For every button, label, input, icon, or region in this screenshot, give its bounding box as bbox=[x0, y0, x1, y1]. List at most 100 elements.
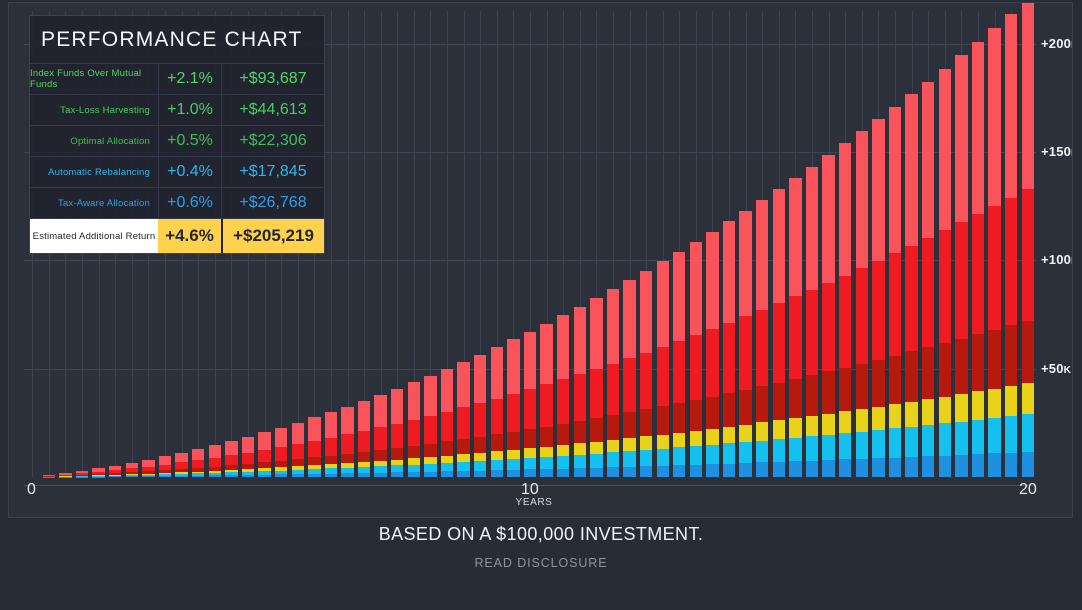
bar bbox=[573, 306, 586, 477]
bar-segment bbox=[789, 418, 802, 438]
horizontal-gridline bbox=[24, 44, 1036, 45]
bar-segment bbox=[424, 375, 437, 416]
bar-segment bbox=[42, 475, 56, 476]
bar-segment bbox=[507, 339, 520, 394]
x-axis-tick-20: 20 bbox=[1019, 481, 1037, 498]
bar-segment bbox=[722, 322, 736, 394]
vertical-gridline bbox=[613, 11, 614, 477]
bar-segment bbox=[142, 474, 155, 477]
bar-segment bbox=[756, 386, 769, 423]
bar-segment bbox=[341, 406, 354, 435]
bar-segment bbox=[225, 472, 238, 476]
bar-segment bbox=[192, 449, 205, 461]
bar-segment bbox=[556, 455, 570, 469]
bar-segment bbox=[921, 425, 935, 457]
bar bbox=[274, 427, 288, 477]
bar-segment bbox=[324, 412, 338, 438]
bar-segment bbox=[971, 391, 985, 420]
bar bbox=[192, 449, 205, 477]
y-axis-tick: +150K bbox=[1041, 143, 1072, 159]
bar-segment bbox=[556, 423, 570, 446]
bar-segment bbox=[424, 463, 437, 472]
bar-segment bbox=[324, 468, 338, 474]
bar-segment bbox=[208, 470, 221, 473]
bar-segment bbox=[689, 464, 703, 477]
bar bbox=[789, 178, 802, 477]
row-amount: +$17,845 bbox=[221, 157, 324, 187]
bar-segment bbox=[308, 441, 321, 458]
bar-segment bbox=[938, 423, 951, 456]
bar-segment bbox=[573, 306, 586, 375]
bar-segment bbox=[955, 454, 968, 477]
bar-segment bbox=[258, 450, 271, 463]
vertical-gridline bbox=[414, 11, 415, 477]
bar bbox=[225, 441, 238, 477]
bar-segment bbox=[971, 419, 985, 455]
bar-segment bbox=[457, 407, 470, 440]
bar bbox=[888, 106, 902, 477]
bar-segment bbox=[407, 382, 421, 420]
row-percent: +0.5% bbox=[158, 126, 221, 156]
bar-segment bbox=[291, 469, 304, 475]
bar-segment bbox=[1004, 385, 1018, 417]
bar-segment bbox=[109, 473, 122, 475]
bar-segment bbox=[274, 470, 288, 475]
bar-segment bbox=[556, 315, 570, 380]
bar-segment bbox=[175, 469, 188, 473]
bar-segment bbox=[606, 289, 620, 364]
table-row-total: Estimated Additional Return +4.6% +$205,… bbox=[30, 218, 324, 253]
bar bbox=[1004, 14, 1018, 477]
bar-segment bbox=[955, 222, 968, 339]
bar-segment bbox=[656, 346, 669, 407]
bar-segment bbox=[938, 68, 951, 231]
bar-segment bbox=[772, 303, 786, 383]
bar-segment bbox=[938, 396, 951, 424]
bar-segment bbox=[274, 460, 288, 468]
bar-segment bbox=[1021, 189, 1034, 321]
bar-segment bbox=[756, 200, 769, 310]
bar-segment bbox=[921, 456, 935, 477]
bar-segment bbox=[490, 470, 503, 477]
plot-area bbox=[24, 3, 1036, 486]
bar-segment bbox=[440, 455, 454, 463]
bar-segment bbox=[474, 470, 487, 477]
bar-segment bbox=[192, 460, 205, 468]
bar bbox=[656, 261, 669, 477]
footer: BASED ON A $100,000 INVESTMENT. READ DIS… bbox=[0, 524, 1082, 570]
bar-segment bbox=[225, 465, 238, 470]
bar-segment bbox=[109, 476, 122, 477]
bar-segment bbox=[391, 447, 404, 460]
bar-segment bbox=[905, 401, 918, 427]
bar-segment bbox=[523, 331, 537, 390]
bar-segment bbox=[274, 467, 288, 471]
bar bbox=[523, 331, 537, 477]
bar-segment bbox=[92, 475, 105, 476]
bar bbox=[507, 339, 520, 477]
bar-segment bbox=[822, 155, 835, 283]
bar-segment bbox=[739, 389, 752, 425]
bar-segment bbox=[722, 221, 736, 323]
bar-segment bbox=[855, 131, 868, 269]
bar-segment bbox=[1004, 452, 1018, 477]
bar-segment bbox=[855, 268, 868, 364]
bar-segment bbox=[225, 475, 238, 477]
bar-segment bbox=[75, 473, 89, 476]
vertical-gridline bbox=[348, 11, 349, 477]
bar-segment bbox=[175, 475, 188, 477]
bar-segment bbox=[639, 466, 653, 477]
bar-segment bbox=[92, 471, 105, 475]
bar-segment bbox=[308, 469, 321, 474]
y-axis-tick: +100K bbox=[1041, 252, 1072, 268]
bar-segment bbox=[341, 473, 354, 477]
read-disclosure-link[interactable]: READ DISCLOSURE bbox=[474, 556, 608, 570]
bar-segment bbox=[374, 394, 387, 428]
total-amount: +$205,219 bbox=[221, 219, 324, 253]
bar-segment bbox=[855, 458, 868, 477]
bar-segment bbox=[606, 452, 620, 468]
bar-segment bbox=[789, 296, 802, 379]
bar-segment bbox=[92, 468, 105, 472]
x-axis-baseline bbox=[24, 485, 1036, 486]
bar-segment bbox=[888, 355, 902, 405]
bar-segment bbox=[689, 241, 703, 335]
bar-segment bbox=[756, 462, 769, 477]
